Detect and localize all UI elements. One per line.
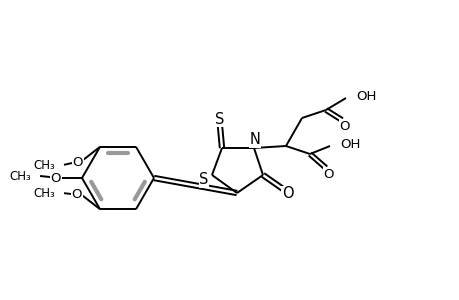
Text: OH: OH <box>355 89 375 103</box>
Text: CH₃: CH₃ <box>33 159 55 172</box>
Text: O: O <box>281 187 293 202</box>
Text: CH₃: CH₃ <box>9 169 31 182</box>
Text: O: O <box>72 188 82 201</box>
Text: S: S <box>215 112 224 127</box>
Text: O: O <box>50 172 61 184</box>
Text: S: S <box>199 172 208 188</box>
Text: O: O <box>73 156 83 169</box>
Text: CH₃: CH₃ <box>33 187 55 200</box>
Text: O: O <box>339 119 349 133</box>
Text: O: O <box>323 167 334 181</box>
Text: N: N <box>249 133 260 148</box>
Text: OH: OH <box>339 137 359 151</box>
